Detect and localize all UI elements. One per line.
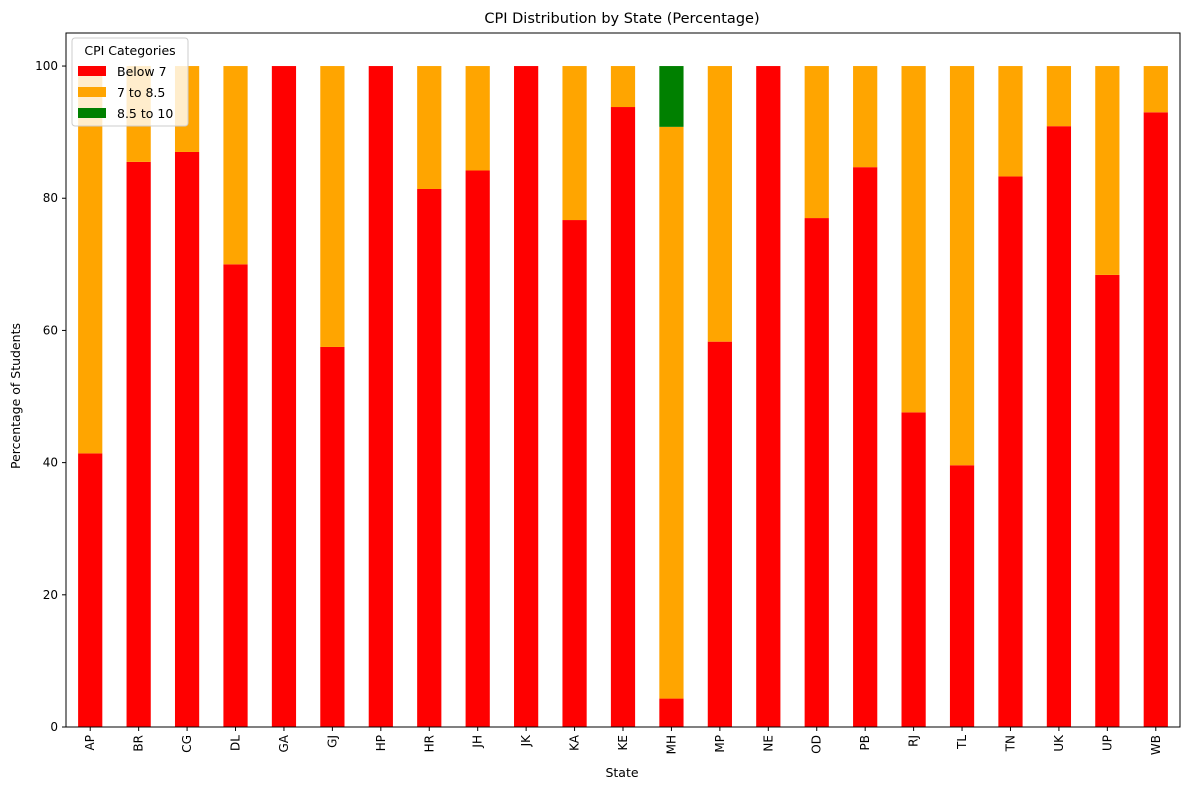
bar-ke-series-1 — [610, 107, 636, 727]
bar-ga-series-1 — [271, 66, 297, 728]
bar-hr-series-1 — [417, 188, 442, 728]
bar-ka-series-1 — [562, 220, 587, 727]
bar-od-series-1 — [804, 218, 829, 728]
bar-mp-series-1 — [707, 341, 732, 727]
legend: CPI Categories Below 7 7 to 8.5 8.5 to 10 — [71, 37, 189, 127]
x-tick-label: TL — [955, 735, 969, 750]
y-tick-label: 40 — [43, 456, 58, 470]
bar-hr-series-2 — [417, 66, 442, 189]
x-tick-label: AP — [83, 735, 97, 750]
y-tick-label: 100 — [35, 59, 58, 73]
y-tick-label: 60 — [43, 323, 58, 337]
y-tick-label: 80 — [43, 191, 58, 205]
bar-ke-series-2 — [610, 66, 636, 108]
bar-wb-series-2 — [1143, 66, 1168, 113]
x-tick-label: WB — [1149, 735, 1163, 755]
x-tick-label: TN — [1003, 735, 1017, 752]
bar-up-series-1 — [1095, 274, 1120, 727]
bars-layer — [78, 66, 1168, 728]
y-tick-label: 20 — [43, 588, 58, 602]
bar-dl-series-1 — [223, 264, 248, 727]
bar-ka-series-2 — [562, 66, 587, 221]
bar-cg-series-1 — [174, 151, 200, 727]
bar-ap-series-2 — [78, 66, 103, 454]
x-axis-label: State — [605, 765, 638, 780]
x-tick-label: RJ — [907, 735, 921, 747]
bar-tl-series-1 — [949, 465, 975, 727]
legend-label: 8.5 to 10 — [117, 106, 173, 121]
legend-label: 7 to 8.5 — [117, 85, 165, 100]
legend-title: CPI Categories — [84, 43, 175, 58]
chart-title: CPI Distribution by State (Percentage) — [484, 11, 759, 27]
bar-uk-series-1 — [1046, 126, 1072, 728]
bar-tl-series-2 — [949, 66, 975, 466]
x-tick-label: NE — [761, 735, 775, 752]
x-tick-label: GJ — [325, 735, 339, 748]
bar-rj-series-1 — [901, 412, 926, 727]
bar-gj-series-2 — [320, 66, 345, 347]
bar-pb-series-1 — [853, 167, 878, 727]
x-tick-label: JK — [519, 734, 533, 748]
legend-swatch — [78, 87, 106, 97]
bar-wb-series-1 — [1143, 112, 1168, 728]
x-tick-label: MH — [664, 735, 678, 754]
bar-tn-series-1 — [998, 176, 1023, 728]
x-tick-label: HP — [374, 735, 388, 751]
y-tick-label: 0 — [50, 720, 58, 734]
bar-jh-series-1 — [465, 170, 490, 727]
bar-uk-series-2 — [1046, 66, 1072, 127]
x-tick-label: PB — [858, 735, 872, 750]
y-axis-label: Percentage of Students — [8, 323, 23, 469]
bar-mh-series-1 — [659, 698, 684, 727]
x-tick-label: KA — [568, 734, 582, 751]
x-tick-label: GA — [277, 734, 291, 752]
x-tick-label: CG — [180, 735, 194, 753]
legend-swatch — [78, 66, 106, 76]
bar-br-series-1 — [126, 161, 151, 727]
bar-ne-series-1 — [756, 66, 781, 728]
legend-swatch — [78, 108, 106, 118]
bar-mh-series-2 — [659, 126, 684, 699]
bar-mh-series-3 — [659, 66, 684, 127]
x-tick-label: KE — [616, 735, 630, 750]
x-tick-label: DL — [229, 735, 243, 751]
legend-box — [71, 37, 189, 127]
bar-up-series-2 — [1095, 66, 1120, 275]
legend-label: Below 7 — [117, 64, 167, 79]
bar-tn-series-2 — [998, 66, 1023, 177]
bar-mp-series-2 — [707, 66, 732, 342]
x-tick-label: HR — [422, 735, 436, 752]
bar-dl-series-2 — [223, 66, 248, 265]
bar-gj-series-1 — [320, 346, 345, 727]
bar-hp-series-1 — [368, 66, 393, 728]
bar-jh-series-2 — [465, 66, 490, 171]
bar-pb-series-2 — [853, 66, 878, 168]
bar-jk-series-1 — [514, 66, 539, 728]
bar-od-series-2 — [804, 66, 829, 219]
x-tick-label: UK — [1052, 734, 1066, 752]
bar-ap-series-1 — [78, 453, 103, 727]
axes-layer: 0 20 40 60 80 100 AP BR CG DL GA GJ HP HR JH JK KA KE MH MP… — [35, 32, 1181, 755]
x-tick-label: BR — [132, 735, 146, 752]
x-tick-label: OD — [810, 735, 824, 754]
bar-rj-series-2 — [901, 66, 926, 413]
x-tick-label: UP — [1100, 735, 1114, 751]
x-tick-label: MP — [713, 735, 727, 753]
x-tick-label: JH — [471, 735, 485, 749]
